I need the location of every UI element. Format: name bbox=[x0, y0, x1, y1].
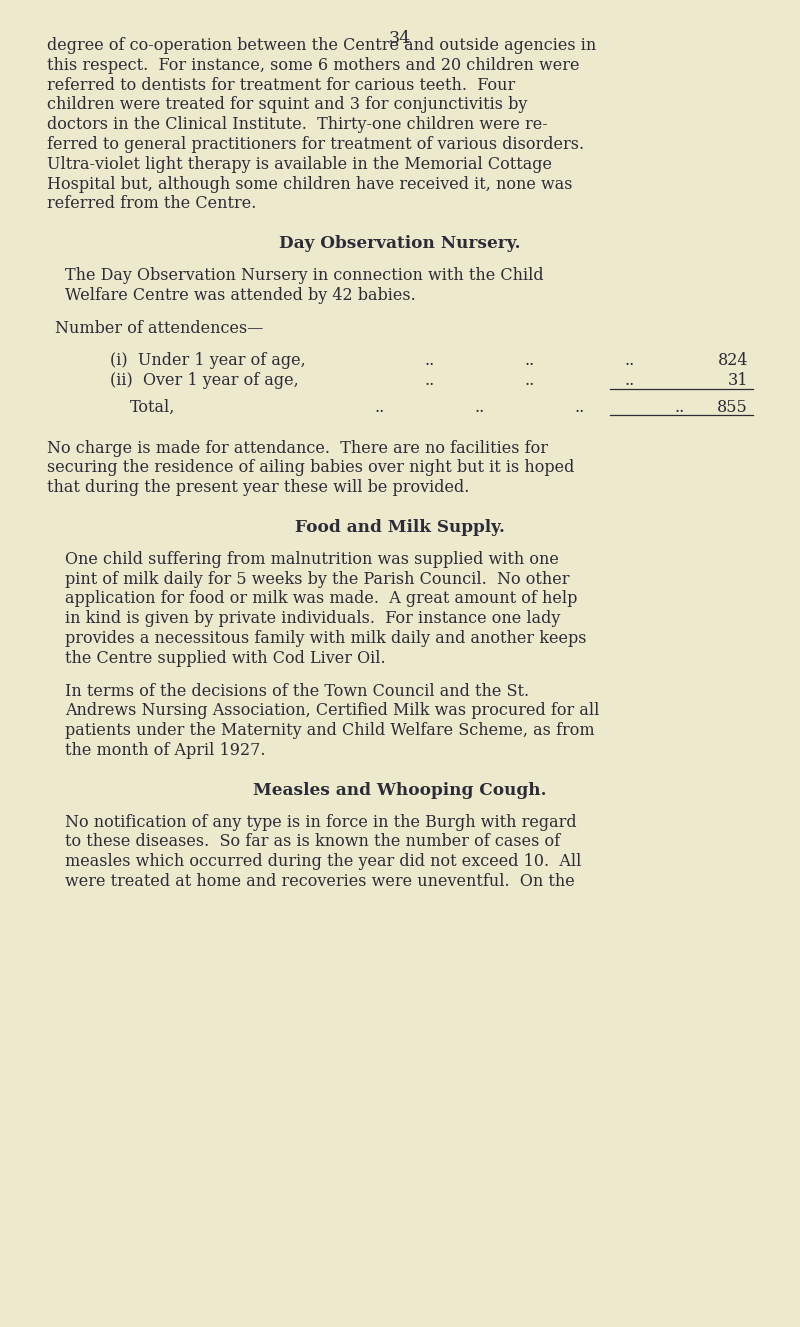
Text: were treated at home and recoveries were uneventful.  On the: were treated at home and recoveries were… bbox=[65, 873, 574, 890]
Text: (ii)  Over 1 year of age,: (ii) Over 1 year of age, bbox=[110, 372, 298, 389]
Text: degree of co-operation between the Centre and outside agencies in: degree of co-operation between the Centr… bbox=[47, 37, 596, 54]
Text: ..: .. bbox=[675, 399, 685, 415]
Text: ..: .. bbox=[625, 372, 635, 389]
Text: the month of April 1927.: the month of April 1927. bbox=[65, 742, 266, 759]
Text: that during the present year these will be provided.: that during the present year these will … bbox=[47, 479, 470, 496]
Text: ..: .. bbox=[475, 399, 485, 415]
Text: measles which occurred during the year did not exceed 10.  All: measles which occurred during the year d… bbox=[65, 853, 582, 871]
Text: ..: .. bbox=[425, 353, 435, 369]
Text: ferred to general practitioners for treatment of various disorders.: ferred to general practitioners for trea… bbox=[47, 135, 584, 153]
Text: referred from the Centre.: referred from the Centre. bbox=[47, 195, 256, 212]
Text: patients under the Maternity and Child Welfare Scheme, as from: patients under the Maternity and Child W… bbox=[65, 722, 594, 739]
Text: In terms of the decisions of the Town Council and the St.: In terms of the decisions of the Town Co… bbox=[65, 682, 529, 699]
Text: (i)  Under 1 year of age,: (i) Under 1 year of age, bbox=[110, 353, 306, 369]
Text: Welfare Centre was attended by 42 babies.: Welfare Centre was attended by 42 babies… bbox=[65, 287, 416, 304]
Text: One child suffering from malnutrition was supplied with one: One child suffering from malnutrition wa… bbox=[65, 551, 559, 568]
Text: No charge is made for attendance.  There are no facilities for: No charge is made for attendance. There … bbox=[47, 439, 548, 456]
Text: Andrews Nursing Association, Certified Milk was procured for all: Andrews Nursing Association, Certified M… bbox=[65, 702, 599, 719]
Text: ..: .. bbox=[625, 353, 635, 369]
Text: application for food or milk was made.  A great amount of help: application for food or milk was made. A… bbox=[65, 591, 578, 608]
Text: ..: .. bbox=[425, 372, 435, 389]
Text: Ultra-violet light therapy is available in the Memorial Cottage: Ultra-violet light therapy is available … bbox=[47, 155, 552, 173]
Text: pint of milk daily for 5 weeks by the Parish Council.  No other: pint of milk daily for 5 weeks by the Pa… bbox=[65, 571, 570, 588]
Text: No notification of any type is in force in the Burgh with regard: No notification of any type is in force … bbox=[65, 813, 577, 831]
Text: The Day Observation Nursery in connection with the Child: The Day Observation Nursery in connectio… bbox=[65, 267, 544, 284]
Text: ..: .. bbox=[525, 372, 535, 389]
Text: 824: 824 bbox=[718, 353, 748, 369]
Text: Food and Milk Supply.: Food and Milk Supply. bbox=[295, 519, 505, 536]
Text: the Centre supplied with Cod Liver Oil.: the Centre supplied with Cod Liver Oil. bbox=[65, 650, 386, 666]
Text: ..: .. bbox=[575, 399, 585, 415]
Text: this respect.  For instance, some 6 mothers and 20 children were: this respect. For instance, some 6 mothe… bbox=[47, 57, 579, 74]
Text: Hospital but, although some children have received it, none was: Hospital but, although some children hav… bbox=[47, 175, 573, 192]
Text: ..: .. bbox=[375, 399, 385, 415]
Text: Measles and Whooping Cough.: Measles and Whooping Cough. bbox=[254, 782, 546, 799]
Text: Day Observation Nursery.: Day Observation Nursery. bbox=[279, 235, 521, 252]
Text: Total,: Total, bbox=[130, 399, 175, 415]
Text: 31: 31 bbox=[727, 372, 748, 389]
Text: Number of attendences—: Number of attendences— bbox=[55, 320, 263, 337]
Text: doctors in the Clinical Institute.  Thirty-one children were re-: doctors in the Clinical Institute. Thirt… bbox=[47, 117, 548, 133]
Text: provides a necessitous family with milk daily and another keeps: provides a necessitous family with milk … bbox=[65, 630, 586, 646]
Text: referred to dentists for treatment for carious teeth.  Four: referred to dentists for treatment for c… bbox=[47, 77, 515, 94]
Text: 855: 855 bbox=[718, 399, 748, 415]
Text: in kind is given by private individuals.  For instance one lady: in kind is given by private individuals.… bbox=[65, 610, 560, 628]
Text: to these diseases.  So far as is known the number of cases of: to these diseases. So far as is known th… bbox=[65, 833, 560, 851]
Text: ..: .. bbox=[525, 353, 535, 369]
Text: securing the residence of ailing babies over night but it is hoped: securing the residence of ailing babies … bbox=[47, 459, 574, 476]
Text: children were treated for squint and 3 for conjunctivitis by: children were treated for squint and 3 f… bbox=[47, 97, 527, 113]
Text: 34: 34 bbox=[389, 31, 411, 46]
